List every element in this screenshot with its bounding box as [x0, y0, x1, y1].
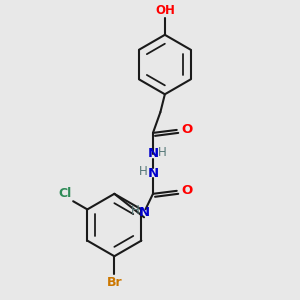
Text: N: N	[139, 206, 150, 219]
Text: O: O	[182, 123, 193, 136]
Text: OH: OH	[155, 4, 175, 17]
Text: Cl: Cl	[58, 187, 72, 200]
Text: H: H	[158, 146, 167, 159]
Text: O: O	[182, 184, 193, 197]
Text: H: H	[131, 204, 140, 217]
Text: Br: Br	[106, 276, 122, 290]
Text: N: N	[147, 147, 158, 160]
Text: H: H	[139, 165, 148, 178]
Text: N: N	[147, 167, 158, 179]
